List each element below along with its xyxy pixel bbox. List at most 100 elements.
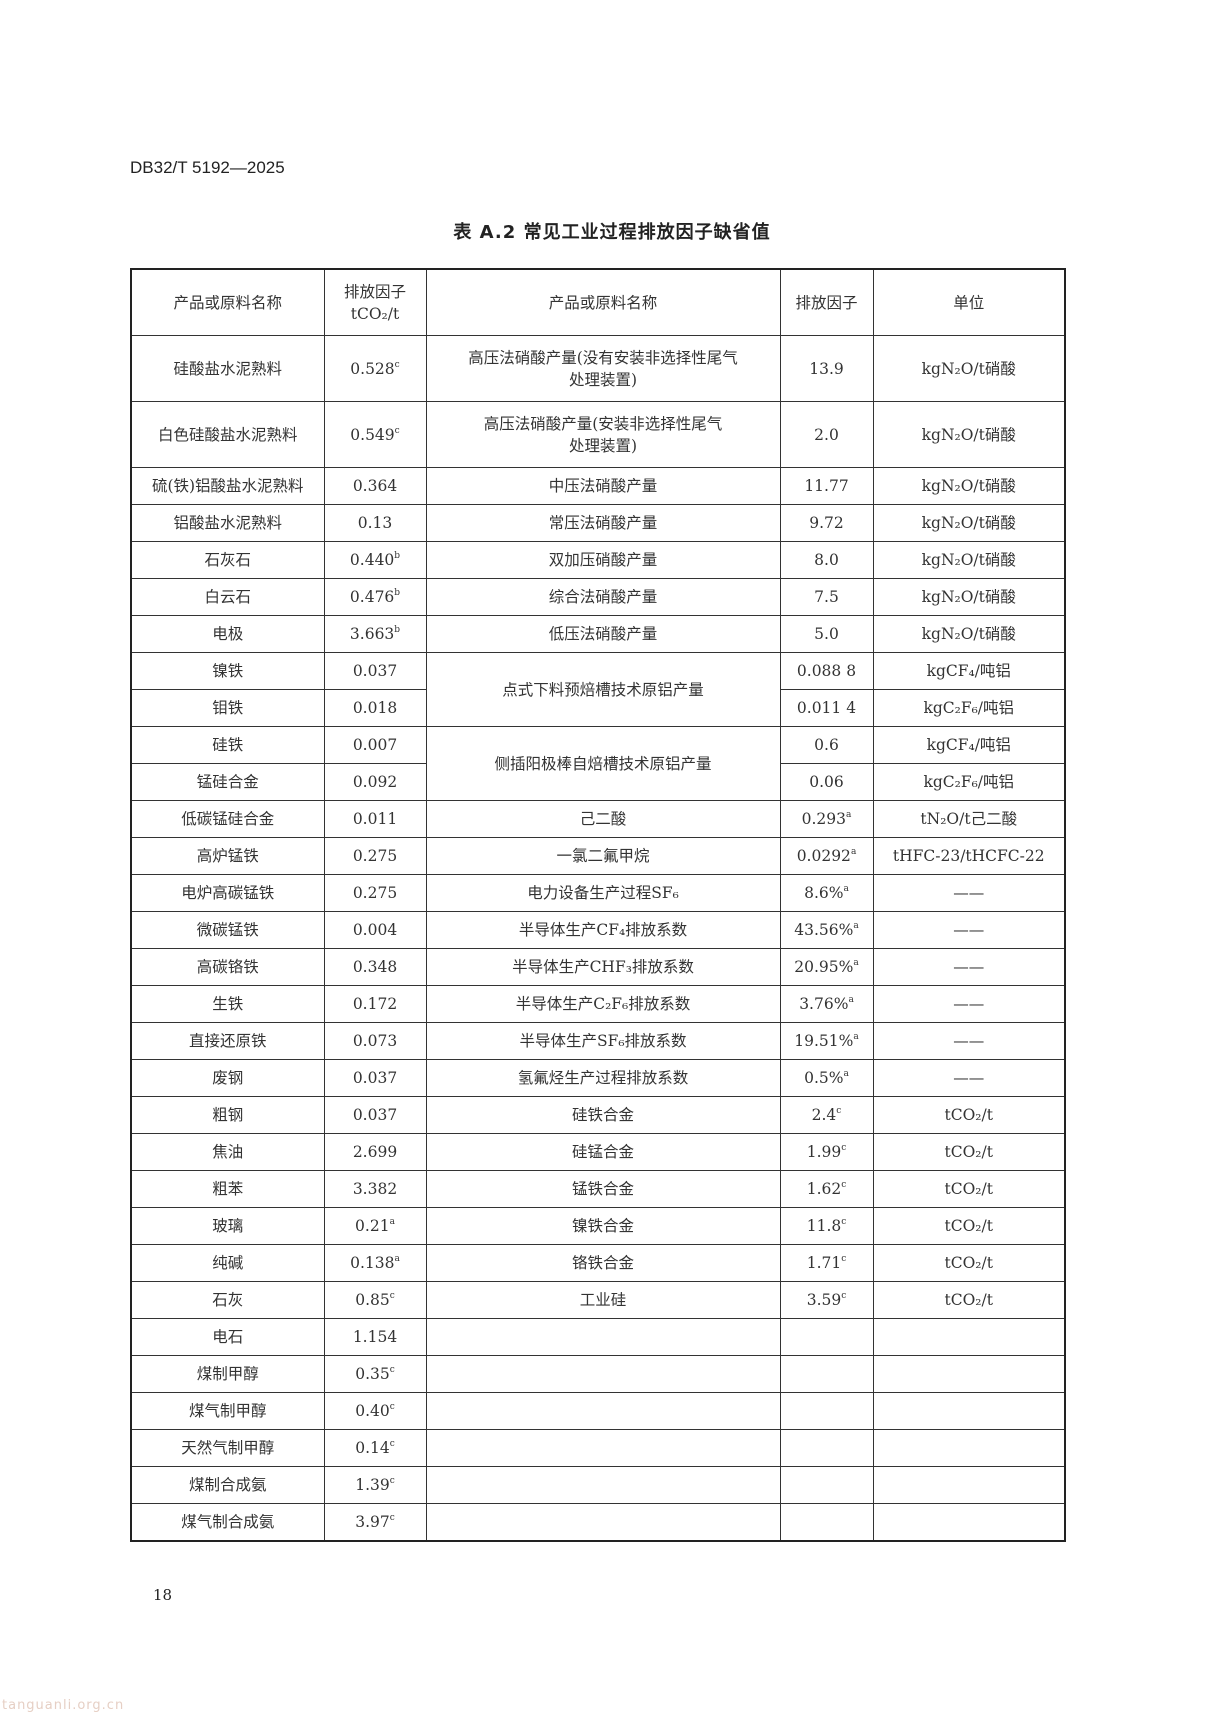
factor-value: 2.0 bbox=[814, 425, 839, 444]
process-name-cell: 低压法硝酸产量 bbox=[425, 615, 781, 653]
process-name-cell: 双加压硝酸产量 bbox=[425, 541, 781, 579]
emission-factor-cell bbox=[779, 1318, 874, 1356]
table-row: 煤制合成氨 1.39c bbox=[130, 1466, 1066, 1504]
product-name-cell: 煤制甲醇 bbox=[130, 1355, 325, 1393]
product-name-cell: 粗钢 bbox=[130, 1096, 325, 1134]
factor-value: 0.440 bbox=[349, 551, 395, 569]
product-name-cell: 纯碱 bbox=[130, 1244, 325, 1282]
process-name-line: 镍铁合金 bbox=[571, 1217, 634, 1235]
factor-value: 0.275 bbox=[352, 847, 398, 865]
table-row: 石灰 0.85c 工业硅 3.59c tCO₂/t bbox=[130, 1281, 1066, 1319]
emission-factor-cell: 1.39c bbox=[323, 1466, 427, 1504]
process-name-cell: 硅铁合金 bbox=[425, 1096, 781, 1134]
process-name-line: 高压法硝酸产量(没有安装非选择性尾气 bbox=[468, 348, 738, 367]
product-name-cell: 煤制合成氨 bbox=[130, 1466, 325, 1504]
emission-factor-cell: 0.011 4 bbox=[779, 689, 874, 727]
footnote-mark: c bbox=[841, 1180, 847, 1190]
table-title: 表 A.2 常见工业过程排放因子缺省值 bbox=[453, 222, 771, 243]
process-name-line: 中压法硝酸产量 bbox=[548, 477, 658, 495]
factor-value: 0.364 bbox=[352, 477, 398, 495]
emission-factor-cell: 0.5%a bbox=[779, 1059, 874, 1097]
unit-cell: kgN₂O/t硝酸 bbox=[872, 467, 1066, 505]
factor-value: 0.85 bbox=[355, 1291, 390, 1309]
product-name-cell: 钼铁 bbox=[130, 689, 325, 727]
product-name-cell: 电极 bbox=[130, 615, 325, 653]
header-line: 排放因子 bbox=[795, 293, 858, 312]
emission-factor-cell: 0.0292a bbox=[779, 837, 874, 875]
table-row: 高炉锰铁 0.275 一氯二氟甲烷 0.0292a tHFC-23/tHCFC-22 bbox=[130, 837, 1066, 875]
factor-value: 0.5% bbox=[804, 1069, 844, 1087]
process-name-cell: 氢氟烃生产过程排放系数 bbox=[425, 1059, 781, 1097]
watermark: tanguanli.org.cn bbox=[2, 1698, 125, 1713]
page-number: 18 bbox=[153, 1586, 173, 1604]
header-line: 排放因子 bbox=[343, 282, 406, 301]
column-header: 排放因子 bbox=[779, 268, 874, 336]
unit-cell: —— bbox=[872, 985, 1066, 1023]
product-name-cell: 生铁 bbox=[130, 985, 325, 1023]
unit-cell: —— bbox=[872, 911, 1066, 949]
column-header: 产品或原料名称 bbox=[425, 268, 781, 336]
emission-factor-cell: 0.348 bbox=[323, 948, 427, 986]
product-name-cell: 锰硅合金 bbox=[130, 763, 325, 801]
factor-value: 0.092 bbox=[352, 773, 398, 791]
process-name-cell: 高压法硝酸产量(安装非选择性尾气 处理装置) bbox=[425, 401, 781, 468]
factor-value: 43.56% bbox=[794, 921, 854, 939]
process-name-line: 半导体生产C₂F₆排放系数 bbox=[515, 995, 691, 1013]
emission-factor-cell: 0.037 bbox=[323, 1096, 427, 1134]
footnote-mark: c bbox=[389, 1291, 395, 1301]
process-name-cell: 工业硅 bbox=[425, 1281, 781, 1319]
emission-factor-cell: 0.528c bbox=[323, 335, 427, 402]
unit-cell: kgCF₄/吨铝 bbox=[872, 726, 1066, 764]
emission-factor-cell: 0.14c bbox=[323, 1429, 427, 1467]
factor-value: 1.71 bbox=[806, 1254, 842, 1272]
table-row: 硅铁 0.007 侧插阳极棒自焙槽技术原铝产量 0.6 kgCF₄/吨铝 bbox=[130, 726, 1066, 801]
emission-factor-cell: 0.275 bbox=[323, 874, 427, 912]
product-name-cell: 天然气制甲醇 bbox=[130, 1429, 325, 1467]
factor-value: 3.76% bbox=[799, 995, 849, 1013]
unit-cell: —— bbox=[872, 874, 1066, 912]
unit-cell: —— bbox=[872, 1022, 1066, 1060]
emission-factor-cell: 0.549c bbox=[323, 401, 427, 468]
factor-value: 0.037 bbox=[352, 1069, 398, 1087]
emission-factor-cell: 0.40c bbox=[323, 1392, 427, 1430]
table-row: 废钢 0.037 氢氟烃生产过程排放系数 0.5%a —— bbox=[130, 1059, 1066, 1097]
product-name-cell: 硅酸盐水泥熟料 bbox=[130, 335, 325, 402]
emission-factor-cell: 11.77 bbox=[779, 467, 874, 505]
process-name-line: 半导体生产CF₄排放系数 bbox=[518, 921, 688, 939]
unit-cell: kgC₂F₆/吨铝 bbox=[872, 689, 1066, 727]
emission-factor-cell: 0.037 bbox=[323, 652, 427, 690]
product-name-cell: 电石 bbox=[130, 1318, 325, 1356]
factor-value: 0.21 bbox=[355, 1217, 390, 1235]
process-name-cell: 锰铁合金 bbox=[425, 1170, 781, 1208]
footnote-mark: c bbox=[394, 425, 400, 436]
unit-cell: tCO₂/t bbox=[872, 1096, 1066, 1134]
product-name-cell: 煤气制甲醇 bbox=[130, 1392, 325, 1430]
table-row: 白色硅酸盐水泥熟料 0.549c 高压法硝酸产量(安装非选择性尾气 处理装置) 2.0 k… bbox=[130, 401, 1066, 468]
unit-cell: tN₂O/t己二酸 bbox=[872, 800, 1066, 838]
table-row: 直接还原铁 0.073 半导体生产SF₆排放系数 19.51%a —— bbox=[130, 1022, 1066, 1060]
process-name-line: 处理装置) bbox=[568, 370, 638, 389]
header-line: 单位 bbox=[953, 293, 985, 312]
process-name-line: 处理装置) bbox=[568, 436, 638, 455]
emission-factor-cell bbox=[779, 1429, 874, 1467]
factor-value: 0.004 bbox=[352, 921, 398, 939]
footnote-mark: a bbox=[850, 847, 857, 857]
product-name-cell: 直接还原铁 bbox=[130, 1022, 325, 1060]
process-name-line: 双加压硝酸产量 bbox=[548, 551, 658, 569]
table-row: 镍铁 0.037 点式下料预焙槽技术原铝产量 0.088 8 kgCF₄/吨铝 bbox=[130, 652, 1066, 727]
emission-factor-cell: 43.56%a bbox=[779, 911, 874, 949]
factor-value: 3.663 bbox=[349, 625, 395, 643]
factor-value: 9.72 bbox=[809, 514, 844, 532]
table-row: 生铁 0.172 半导体生产C₂F₆排放系数 3.76%a —— bbox=[130, 985, 1066, 1023]
factor-value: 0.037 bbox=[352, 1106, 398, 1124]
factor-value: 0.011 bbox=[352, 810, 398, 828]
unit-cell: tCO₂/t bbox=[872, 1133, 1066, 1171]
unit-cell: kgN₂O/t硝酸 bbox=[872, 615, 1066, 653]
process-name-cell bbox=[425, 1318, 781, 1356]
process-name-line: 铬铁合金 bbox=[571, 1254, 634, 1272]
process-name-line: 电力设备生产过程SF₆ bbox=[527, 884, 679, 902]
emission-factor-cell: 0.037 bbox=[323, 1059, 427, 1097]
process-name-cell: 电力设备生产过程SF₆ bbox=[425, 874, 781, 912]
factor-value: 1.62 bbox=[806, 1180, 842, 1198]
footnote-mark: a bbox=[853, 958, 859, 968]
